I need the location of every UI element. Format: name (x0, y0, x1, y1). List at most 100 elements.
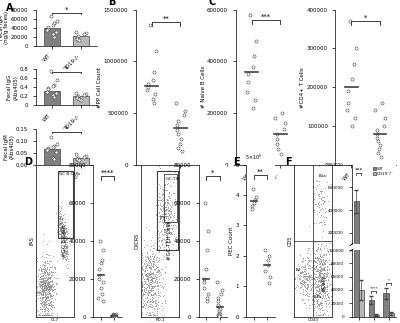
Point (163, 204, 170, 210)
Y-axis label: # Naive B Cells: # Naive B Cells (201, 66, 206, 108)
Point (56, 221, 63, 226)
Point (38, 280, 44, 285)
Point (49, 269, 56, 275)
Point (308, 287, 314, 292)
Point (148, 287, 155, 292)
Point (262, 247, 268, 252)
Point (162, 182, 168, 187)
Point (156, 247, 163, 252)
Point (324, 270, 330, 275)
Point (155, 287, 161, 292)
Point (159, 300, 166, 306)
Point (298, 283, 305, 288)
Point (36, 304, 43, 309)
Point (148, 294, 155, 299)
Bar (73, 96, 88, 105)
Point (40, 278, 46, 284)
Point (312, 256, 319, 261)
Point (161, 245, 167, 250)
Point (144, 281, 150, 287)
Point (48, 286, 54, 291)
Point (54, 275, 61, 280)
Point (155, 267, 161, 272)
Point (62, 245, 69, 250)
Point (147, 254, 153, 259)
Point (318, 300, 325, 306)
Point (148, 261, 154, 266)
Point (45, 273, 51, 278)
Point (141, 292, 147, 297)
Point (43, 278, 50, 283)
Point (39, 297, 45, 302)
Point (300, 271, 307, 276)
Point (320, 260, 326, 265)
Point (35, 278, 42, 283)
Point (34, 259, 40, 264)
Point (50, 281, 56, 287)
Point (318, 189, 325, 194)
Point (51, 286, 57, 291)
Point (42, 280, 48, 286)
Point (39, 312, 45, 318)
Point (44, 148, 50, 153)
Point (138, 311, 145, 316)
Point (170, 229, 176, 234)
Point (63, 264, 70, 269)
Point (150, 310, 157, 315)
Point (49, 286, 55, 291)
Point (40, 295, 46, 300)
Point (154, 254, 160, 259)
Point (37, 307, 43, 312)
Point (40, 286, 46, 291)
Point (164, 230, 170, 235)
Point (47, 299, 54, 305)
Point (314, 276, 320, 281)
Point (320, 262, 326, 267)
Point (325, 277, 331, 282)
Point (63, 245, 69, 250)
Point (140, 302, 147, 307)
Point (162, 212, 168, 217)
Point (145, 282, 152, 287)
Point (317, 253, 323, 258)
Point (306, 262, 312, 267)
Point (100, 280, 106, 285)
Point (204, 247, 210, 253)
Point (144, 270, 150, 275)
Point (316, 276, 322, 281)
Point (170, 212, 177, 217)
Point (315, 201, 321, 206)
Point (60, 228, 66, 234)
Point (174, 123, 180, 128)
Point (309, 282, 315, 287)
Point (159, 198, 166, 203)
Point (163, 227, 169, 232)
Point (159, 196, 166, 201)
Point (60, 242, 67, 247)
Point (41, 280, 48, 285)
Point (157, 229, 163, 234)
Point (57, 231, 64, 236)
Point (74, 36, 80, 42)
Point (40, 291, 46, 296)
Point (46, 291, 53, 296)
Point (41, 269, 47, 274)
Point (309, 268, 315, 273)
Point (304, 285, 311, 290)
Point (47, 271, 53, 276)
Point (48, 273, 55, 278)
Point (149, 297, 155, 303)
Point (156, 194, 162, 199)
Point (159, 193, 166, 198)
Point (322, 185, 328, 191)
Point (42, 284, 49, 289)
Point (62, 232, 68, 237)
Point (302, 292, 308, 297)
Point (39, 283, 46, 288)
Point (142, 267, 149, 272)
Point (214, 280, 220, 285)
Point (298, 277, 305, 282)
Point (314, 304, 320, 309)
Point (146, 263, 152, 268)
Point (320, 294, 326, 299)
